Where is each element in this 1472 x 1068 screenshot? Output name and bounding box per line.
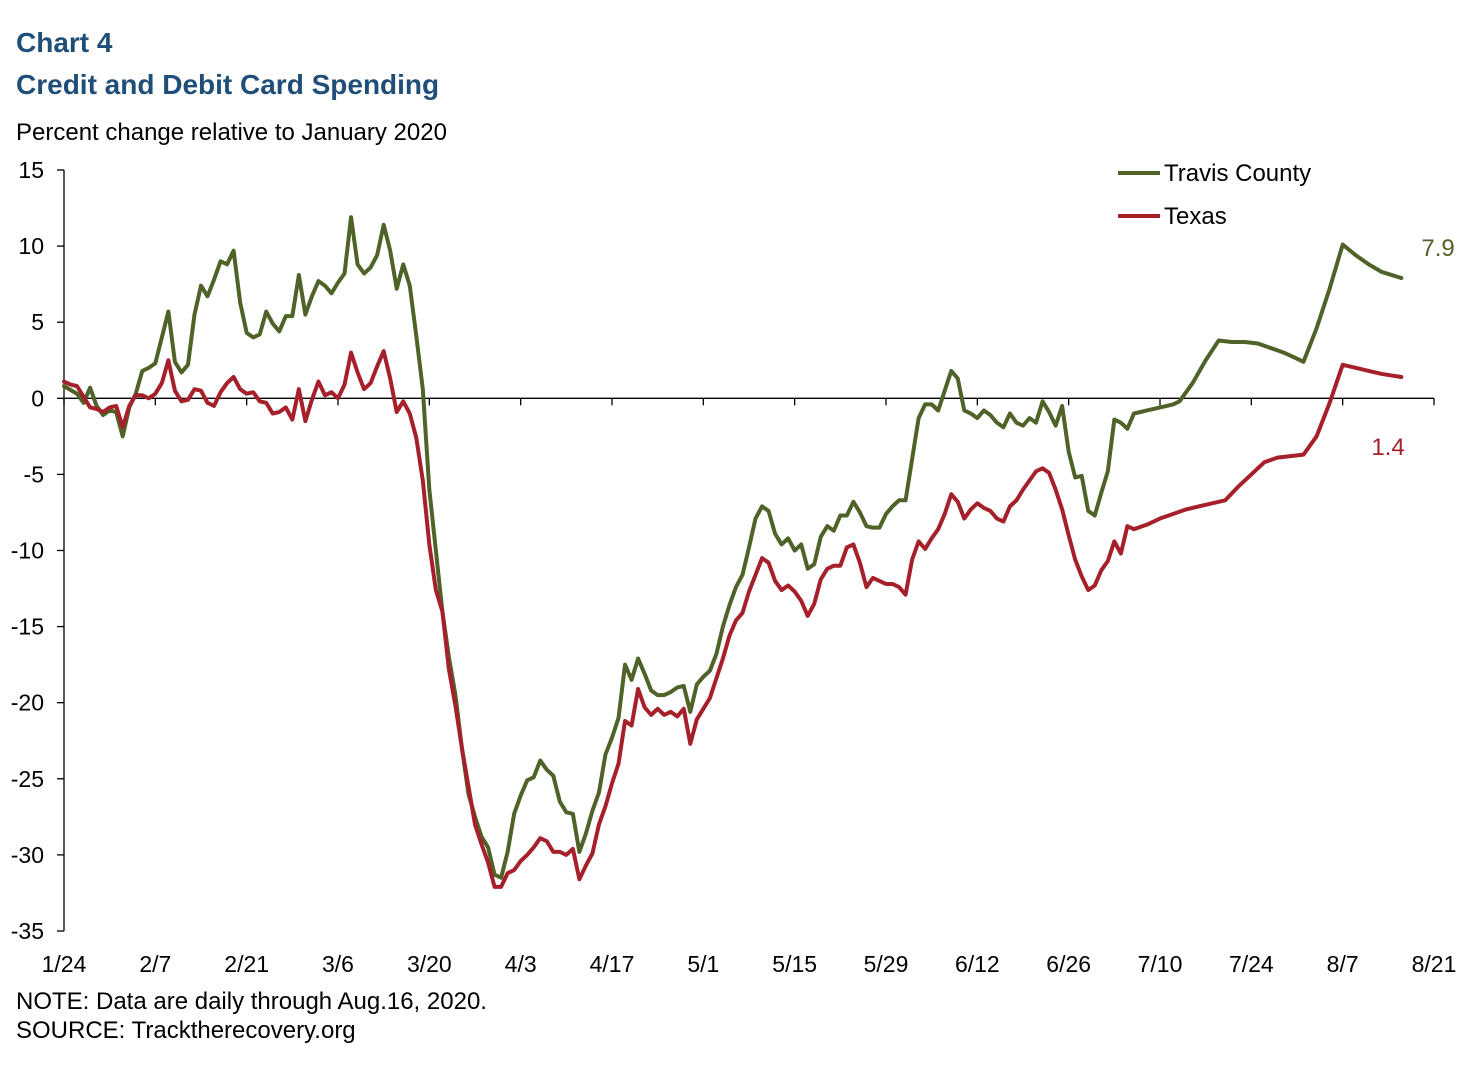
y-tick-label: -15 xyxy=(11,614,44,640)
x-tick-label: 2/21 xyxy=(224,951,269,977)
y-tick-label: -35 xyxy=(11,918,44,944)
y-tick-label: 0 xyxy=(31,385,44,411)
x-tick-label: 6/26 xyxy=(1046,951,1091,977)
axes: 15 10 5 0 -5 -10 -15 -20 -25 -30 -35 1/24 2/7 2/21 3/6… xyxy=(11,157,1457,977)
series-layer: 7.9 1.4 xyxy=(62,215,1455,889)
y-axis-unit-label: Percent change relative to January 2020 xyxy=(16,119,447,146)
end-value-label: 1.4 xyxy=(1371,434,1404,461)
x-tick-label: 7/10 xyxy=(1138,951,1183,977)
y-tick-label: 5 xyxy=(31,309,44,335)
series-line-0 xyxy=(62,215,1404,880)
y-tick-label: -30 xyxy=(11,842,44,868)
x-tick-label: 8/21 xyxy=(1412,951,1457,977)
end-value-label: 7.9 xyxy=(1421,235,1454,262)
legend-label: Texas xyxy=(1164,203,1227,230)
y-tick-label: 15 xyxy=(18,157,44,183)
x-tick-label: 6/12 xyxy=(955,951,1000,977)
y-tick-label: -10 xyxy=(11,538,44,564)
note-text: NOTE: Data are daily through Aug.16, 202… xyxy=(16,988,487,1015)
x-tick-label: 1/24 xyxy=(42,951,87,977)
y-tick-label: -20 xyxy=(11,690,44,716)
y-tick-label: 10 xyxy=(18,233,44,259)
title-block: Chart 4 Credit and Debit Card Spending xyxy=(16,26,439,102)
y-tick-label: -25 xyxy=(11,766,44,792)
y-tick-label: -5 xyxy=(24,461,44,487)
x-tick-label: 3/6 xyxy=(322,951,354,977)
x-tick-label: 4/3 xyxy=(505,951,537,977)
legend: Travis County Texas xyxy=(1118,160,1311,230)
x-tick-label: 5/15 xyxy=(772,951,817,977)
x-tick-label: 3/20 xyxy=(407,951,452,977)
x-tick-label: 2/7 xyxy=(139,951,171,977)
chart-title: Credit and Debit Card Spending xyxy=(16,69,440,100)
x-tick-label: 8/7 xyxy=(1327,951,1359,977)
legend-label: Travis County xyxy=(1164,160,1311,187)
x-tick-label: 5/1 xyxy=(687,951,719,977)
chart-number: Chart 4 xyxy=(16,27,113,58)
footnotes: NOTE: Data are daily through Aug.16, 202… xyxy=(16,987,487,1045)
series-line-1 xyxy=(62,349,1404,889)
source-text: SOURCE: Tracktherecovery.org xyxy=(16,1017,356,1044)
x-tick-label: 7/24 xyxy=(1229,951,1274,977)
x-tick-label: 5/29 xyxy=(864,951,909,977)
x-tick-label: 4/17 xyxy=(590,951,635,977)
